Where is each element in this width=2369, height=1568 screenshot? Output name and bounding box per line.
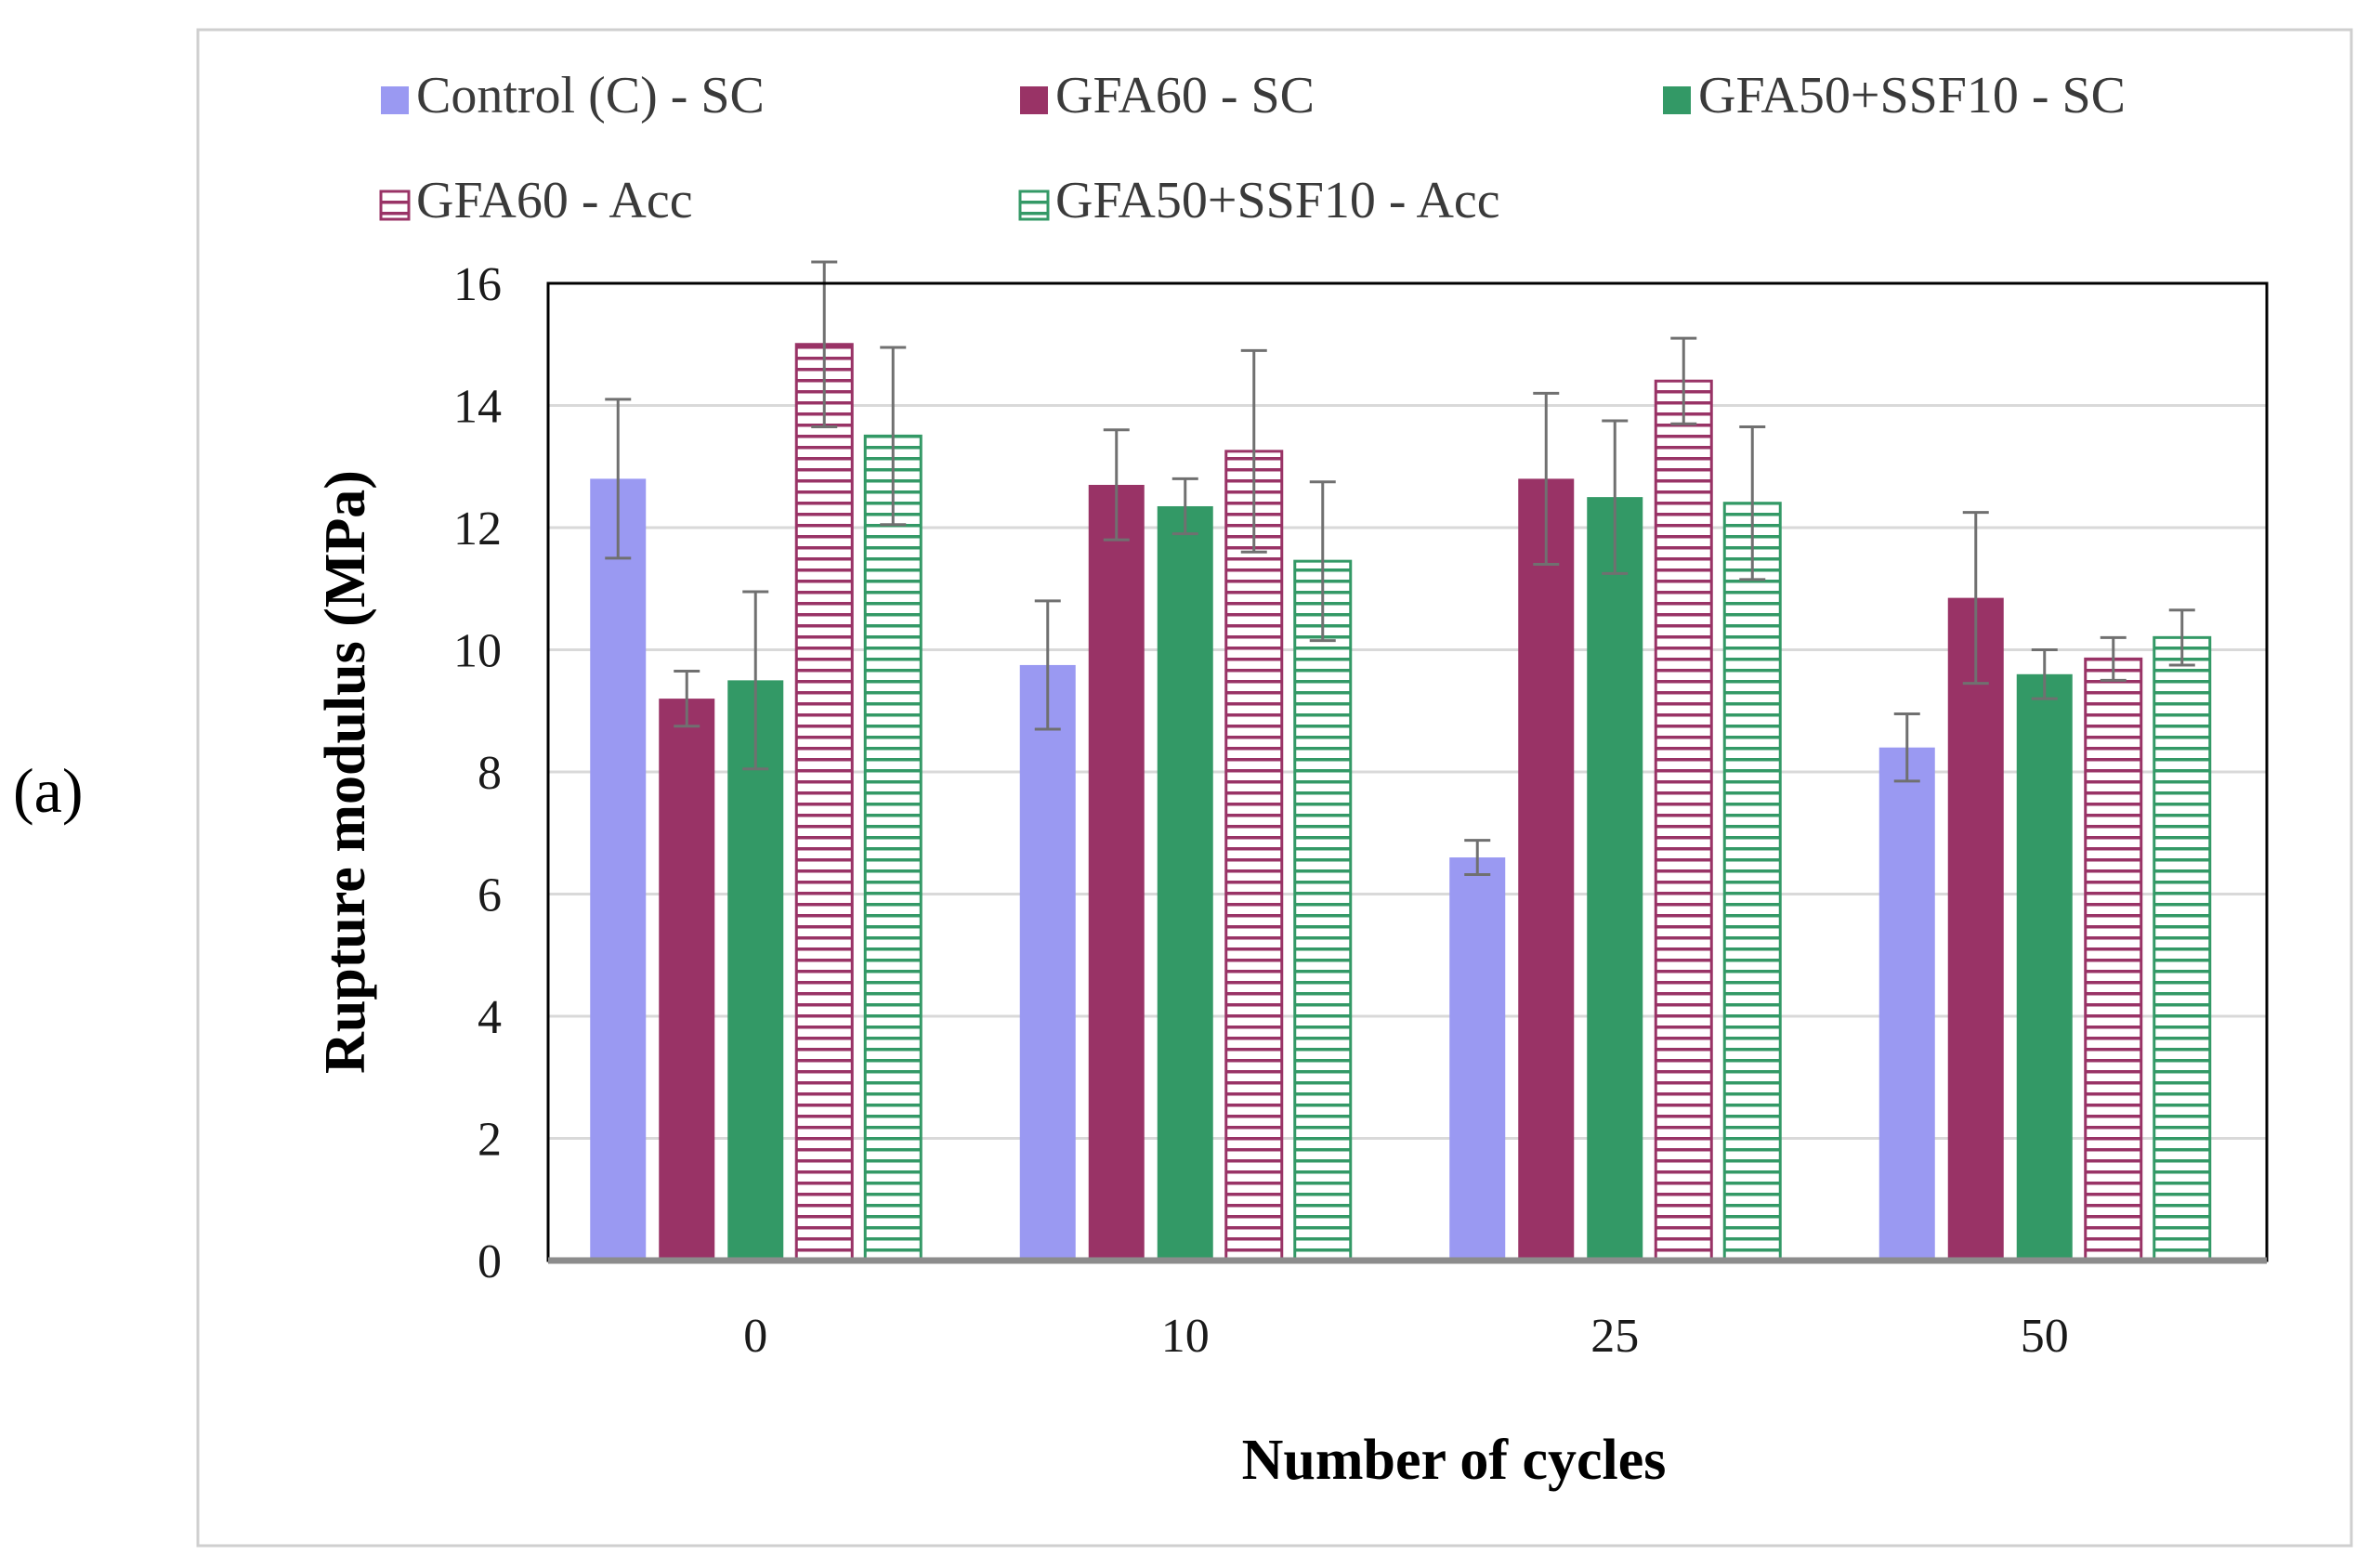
- y-tick-label: 2: [478, 1114, 502, 1167]
- y-tick-label: 16: [453, 258, 502, 311]
- bar-gfa60-sc-50: [1947, 597, 2004, 1261]
- legend-label-gfa50-ssf10-sc: GFA50+SSF10 - SC: [1698, 67, 2126, 124]
- legend-label-gfa60-acc: GFA60 - Acc: [416, 172, 693, 229]
- y-tick-label: 12: [453, 503, 502, 555]
- bar-control-c-sc-10: [1019, 664, 1076, 1261]
- bar-control-c-sc-0: [590, 478, 647, 1261]
- bar-control-c-sc-50: [1878, 747, 1935, 1261]
- legend-label-control-c-sc: Control (C) - SC: [416, 67, 765, 124]
- y-tick-label: 10: [453, 625, 502, 678]
- bar-gfa50-ssf10-acc-10: [1293, 559, 1353, 1262]
- legend-swatch-control-c-sc: [381, 86, 409, 114]
- legend-swatch-gfa60-acc: [379, 189, 411, 221]
- legend: Control (C) - SC GFA60 - SC GFA50+SSF10 - …: [379, 67, 2126, 229]
- y-tick-label: 4: [478, 991, 502, 1044]
- y-tick-label: 0: [478, 1235, 502, 1288]
- x-axis-title: Number of cycles: [1242, 1429, 1667, 1492]
- panel-label: (a): [13, 755, 84, 826]
- legend-swatch-gfa50-ssf10-acc: [1018, 189, 1050, 221]
- bar-gfa50-ssf10-sc-0: [727, 680, 784, 1261]
- y-tick-label: 6: [478, 869, 502, 922]
- bar-gfa50-ssf10-sc-50: [2016, 673, 2073, 1261]
- legend-label-gfa60-sc: GFA60 - SC: [1055, 67, 1315, 124]
- chart-border: [196, 28, 2353, 1548]
- bar-gfa60-sc-10: [1088, 484, 1145, 1261]
- bar-gfa60-acc-10: [1224, 450, 1284, 1262]
- bar-gfa50-ssf10-sc-25: [1587, 497, 1643, 1261]
- x-tick-label: 0: [743, 1310, 767, 1363]
- legend-label-gfa50-ssf10-acc: GFA50+SSF10 - Acc: [1055, 172, 1500, 229]
- legend-swatch-gfa50-ssf10-sc: [1663, 86, 1691, 114]
- bar-gfa60-acc-25: [1654, 379, 1713, 1262]
- y-tick-label: 8: [478, 747, 502, 800]
- bar-gfa50-ssf10-sc-10: [1157, 505, 1213, 1261]
- bar-gfa60-sc-25: [1518, 478, 1575, 1261]
- y-axis-title: Rupture modulus (MPa): [314, 470, 377, 1074]
- bar-gfa60-acc-0: [794, 343, 854, 1262]
- y-tick-label: 14: [453, 381, 502, 434]
- bar-control-c-sc-25: [1449, 857, 1506, 1261]
- bar-gfa50-ssf10-acc-25: [1722, 502, 1782, 1262]
- x-tick-label: 50: [2021, 1310, 2069, 1363]
- x-tick-label: 10: [1161, 1310, 1210, 1363]
- legend-swatch-gfa60-sc: [1020, 86, 1048, 114]
- bar-gfa50-ssf10-acc-0: [863, 434, 923, 1262]
- bar-gfa60-acc-50: [2084, 657, 2143, 1262]
- bar-gfa60-sc-0: [659, 699, 715, 1261]
- x-tick-label: 25: [1590, 1310, 1639, 1363]
- bar-gfa50-ssf10-acc-50: [2153, 635, 2212, 1262]
